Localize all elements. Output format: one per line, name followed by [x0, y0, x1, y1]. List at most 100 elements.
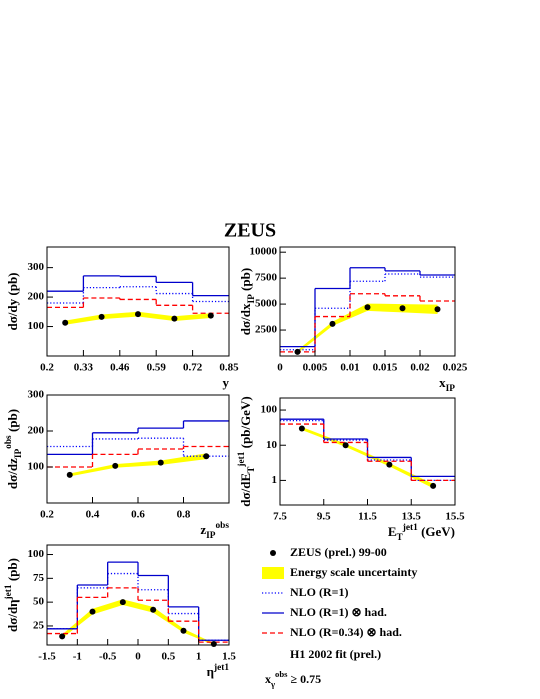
uncertainty-band — [115, 460, 161, 468]
label-part: IP — [446, 384, 456, 394]
data-point — [98, 313, 105, 320]
plot-frame — [46, 246, 230, 357]
y-tick-label: 10 — [266, 439, 278, 451]
uncertainty-band — [122, 599, 154, 613]
x-tick-label: 1.5 — [222, 651, 236, 663]
uncertainty-band — [174, 313, 211, 321]
x-tick-label: 0.59 — [147, 362, 167, 374]
data-point — [298, 425, 305, 432]
data-point — [203, 453, 210, 460]
y-tick-label: 300 — [28, 389, 45, 401]
legend-label: NLO (R=0.34) ⊗ had. — [290, 625, 402, 639]
uncertainty-band — [65, 314, 102, 325]
x-tick-label: 9.5 — [317, 511, 331, 523]
x-tick-label: 0.4 — [86, 509, 100, 521]
label-part: ≥ 0.75 — [288, 672, 322, 686]
y-tick-label: 200 — [28, 291, 45, 303]
data-point — [342, 442, 349, 449]
legend-label: ZEUS (prel.) 99-00 — [290, 545, 387, 559]
x-tick-label: 0.46 — [110, 362, 130, 374]
uncertainty-band — [69, 464, 116, 477]
x-tick-label: -0.5 — [99, 651, 117, 663]
uncertainty-band — [92, 599, 123, 615]
plot-frame — [46, 544, 230, 646]
label-part: dσ/dE — [238, 473, 253, 507]
x-tick-label: 0.2 — [40, 509, 54, 521]
label-part: (pb) — [5, 409, 20, 435]
label-part: dσ/dz — [5, 458, 20, 489]
y-tick-label: 10000 — [250, 246, 278, 258]
label-part: γ — [270, 679, 275, 689]
y-tick-label: 200 — [28, 425, 45, 437]
y-tick-label: 100 — [28, 461, 45, 473]
label-part: jet1 — [213, 663, 229, 673]
data-point — [112, 462, 119, 469]
legend-note: H1 2002 fit (prel.) — [290, 647, 381, 661]
label-part: dσ/dx — [238, 303, 253, 335]
y-axis-label: dσ/dy (pb) — [5, 272, 20, 330]
label-part: jet1 — [237, 451, 247, 467]
x-tick-label: 0.005 — [303, 362, 328, 374]
data-point — [399, 305, 406, 312]
plot-frame — [279, 246, 456, 357]
x-tick-label: 0.02 — [410, 362, 430, 374]
label-part: dσ/dy (pb) — [5, 272, 20, 330]
y-tick-label: 100 — [261, 404, 278, 416]
data-point — [62, 319, 69, 326]
label-part: IP — [247, 294, 257, 304]
data-point — [66, 471, 73, 478]
x-axis-label: ηjet1 — [207, 663, 230, 679]
legend-label: NLO (R=1) ⊗ had. — [290, 605, 387, 619]
figure-title: ZEUS — [224, 220, 276, 242]
data-point — [135, 311, 141, 318]
label-part: T — [397, 533, 404, 543]
label-part: x — [439, 375, 446, 390]
data-point — [89, 608, 96, 615]
label-part: z — [200, 522, 206, 537]
label-part: E — [388, 524, 397, 539]
y-tick-label: 100 — [28, 548, 45, 560]
label-part: (pb/GeV) — [238, 396, 253, 451]
data-point — [294, 348, 301, 355]
y-axis-label: dσ/dETjet1 (pb/GeV) — [237, 396, 257, 506]
x-tick-label: 0.01 — [340, 362, 359, 374]
label-part: η — [207, 664, 214, 679]
data-point — [171, 315, 178, 322]
x-tick-label: 15.5 — [445, 511, 465, 523]
legend-label: Energy scale uncertainty — [290, 565, 417, 579]
label-part: jet1 — [4, 584, 14, 600]
data-point — [157, 459, 164, 466]
label-part: dσ/dη — [5, 599, 20, 632]
data-point — [329, 320, 336, 327]
data-point — [180, 627, 187, 634]
data-point — [430, 482, 437, 489]
y-tick-label: 2500 — [255, 324, 278, 336]
y-tick-label: 75 — [33, 572, 45, 584]
y-axis-label: dσ/dxIP (pb) — [238, 268, 257, 335]
data-point — [364, 304, 371, 311]
x-tick-label: -1 — [73, 651, 82, 663]
x-axis-label: y — [223, 375, 230, 390]
uncertainty-band — [367, 303, 403, 313]
x-tick-label: 0.5 — [161, 651, 175, 663]
x-tick-label: 11.5 — [358, 511, 377, 523]
x-tick-label: 0.025 — [443, 362, 468, 374]
x-tick-label: 1 — [196, 651, 202, 663]
y-tick-label: 1 — [272, 474, 278, 486]
label-part: obs — [275, 669, 288, 679]
y-axis-label: dσ/dzIPobs (pb) — [4, 409, 24, 489]
x-tick-label: 0.72 — [183, 362, 203, 374]
x-axis-label: xIP — [439, 375, 455, 394]
x-tick-label: -1.5 — [38, 651, 56, 663]
x-tick-label: 7.5 — [273, 511, 287, 523]
data-point — [386, 461, 393, 468]
y-tick-label: 300 — [28, 261, 45, 273]
label-part: obs — [4, 435, 14, 449]
label-part: IP — [206, 531, 216, 541]
y-tick-label: 100 — [28, 320, 45, 332]
x-axis-label: ETjet1 (GeV) — [388, 523, 455, 543]
uncertainty-band — [138, 311, 175, 321]
x-tick-label: 0 — [135, 651, 141, 663]
